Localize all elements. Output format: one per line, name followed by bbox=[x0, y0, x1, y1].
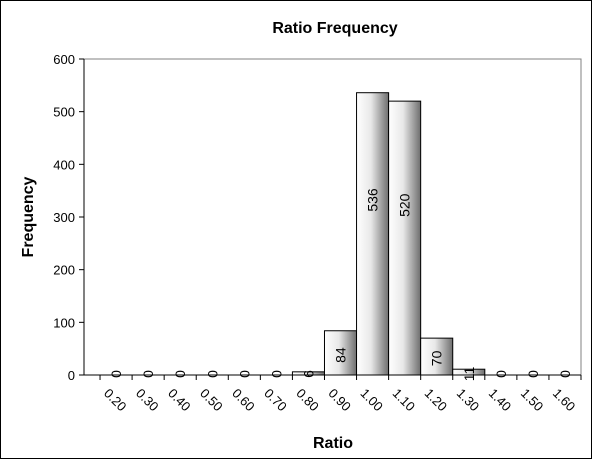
data-label-0.80: 6 bbox=[300, 370, 316, 378]
data-label-0.40: 0 bbox=[172, 370, 188, 378]
y-tick-label: 400 bbox=[53, 157, 75, 172]
y-tick-label: 600 bbox=[53, 52, 75, 67]
x-tick-label: 0.20 bbox=[101, 386, 130, 415]
y-tick-label: 200 bbox=[53, 263, 75, 278]
data-label-0.20: 0 bbox=[108, 370, 124, 378]
bar-1.00 bbox=[356, 92, 390, 376]
data-label-0.70: 0 bbox=[268, 370, 284, 378]
data-label-0.50: 0 bbox=[204, 370, 220, 378]
x-tick-label: 1.20 bbox=[422, 386, 451, 415]
y-tick-label: 500 bbox=[53, 105, 75, 120]
data-label-1.40: 0 bbox=[493, 370, 509, 378]
data-label-1.30: 11 bbox=[461, 367, 477, 382]
chart-title: Ratio Frequency bbox=[272, 20, 397, 37]
x-tick-label: 1.40 bbox=[486, 386, 515, 415]
x-axis-title: Ratio bbox=[313, 435, 353, 452]
data-label-1.00: 536 bbox=[365, 188, 381, 212]
x-tick-label: 0.60 bbox=[229, 386, 258, 415]
x-tick-label: 1.60 bbox=[550, 386, 579, 415]
x-tick-label: 0.40 bbox=[165, 386, 194, 415]
data-label-0.30: 0 bbox=[140, 370, 156, 378]
data-label-1.50: 0 bbox=[525, 370, 541, 378]
x-tick-label: 0.50 bbox=[197, 386, 226, 415]
plot-area bbox=[83, 58, 582, 376]
x-tick-label: 1.00 bbox=[358, 386, 387, 415]
data-label-0.90: 84 bbox=[333, 347, 349, 363]
y-tick-label: 300 bbox=[53, 210, 75, 225]
data-label-1.10: 520 bbox=[397, 193, 413, 217]
x-tick-label: 0.80 bbox=[293, 386, 322, 415]
y-axis-title: Frequency bbox=[20, 176, 37, 257]
data-label-0.60: 0 bbox=[236, 370, 252, 378]
data-label-1.60: 0 bbox=[557, 370, 573, 378]
x-tick-label: 0.30 bbox=[133, 386, 162, 415]
data-label-1.20: 70 bbox=[429, 350, 445, 366]
x-tick-label: 0.90 bbox=[325, 386, 354, 415]
x-tick-label: 1.50 bbox=[518, 386, 547, 415]
y-tick-label: 100 bbox=[53, 315, 75, 330]
y-tick-label: 0 bbox=[68, 368, 75, 383]
x-tick-label: 1.30 bbox=[454, 386, 483, 415]
x-tick-label: 1.10 bbox=[390, 386, 419, 415]
bar-1.10 bbox=[388, 100, 422, 376]
x-tick-label: 0.70 bbox=[261, 386, 290, 415]
